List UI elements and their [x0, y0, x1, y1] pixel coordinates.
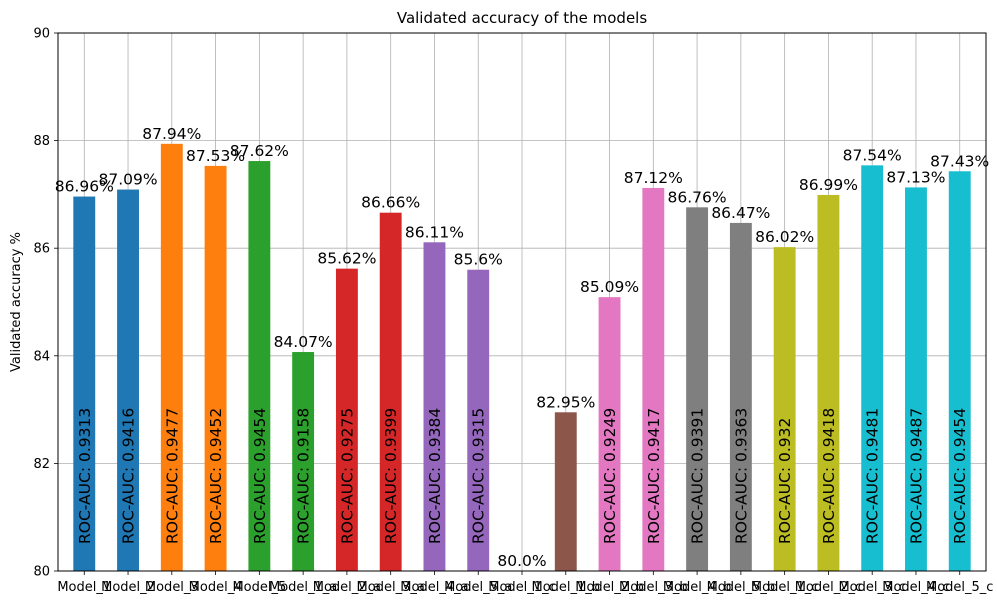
bar	[73, 196, 96, 571]
x-tick-label: Model_4_a	[400, 580, 468, 595]
bar-value-label: 87.94%	[142, 125, 201, 143]
y-axis-title: Validated accuracy %	[9, 232, 24, 372]
bar	[467, 269, 490, 571]
bar-value-label: 87.62%	[230, 142, 289, 160]
bar	[248, 161, 271, 571]
bar	[773, 247, 796, 571]
x-tick-label: Model_1_b	[531, 580, 600, 595]
bars	[73, 143, 971, 572]
x-tick-label: Model_4	[189, 580, 243, 595]
roc-auc-label: ROC-AUC: 0.9313	[76, 408, 94, 544]
bar-value-label: 85.62%	[317, 250, 376, 268]
bar	[861, 165, 884, 571]
roc-auc-label: ROC-AUC: 0.9416	[120, 408, 138, 544]
roc-auc-label: ROC-AUC: 0.9363	[732, 408, 750, 544]
y-tick-label: 88	[33, 134, 50, 149]
roc-auc-label: ROC-AUC: 0.9477	[163, 408, 181, 544]
bar-value-label: 82.95%	[536, 393, 595, 411]
roc-auc-label: ROC-AUC: 0.9418	[820, 408, 838, 544]
x-tick-label: Model_5_c	[926, 580, 993, 595]
bar	[554, 412, 577, 571]
bar	[642, 187, 665, 571]
bar-value-label: 86.99%	[799, 176, 858, 194]
bar-value-label: 87.13%	[886, 168, 945, 186]
gridlines	[58, 32, 986, 572]
x-tick-label: Model_2_c	[795, 580, 862, 595]
bar-value-label: 86.47%	[711, 204, 770, 222]
bar-value-label: 87.43%	[930, 152, 989, 170]
bar	[729, 222, 752, 571]
roc-auc-label: ROC-AUC: 0.9391	[689, 408, 707, 544]
bar	[948, 171, 971, 572]
roc-auc-label: ROC-AUC: 0.9481	[864, 408, 882, 544]
bar	[817, 194, 840, 572]
roc-auc-label: ROC-AUC: 0.9452	[207, 408, 225, 544]
data-labels: 86.96% ROC-AUC: 0.9313 87.09% ROC-AUC: 0.94…	[55, 125, 990, 570]
roc-auc-label: ROC-AUC: 0.9454	[251, 408, 269, 544]
x-tick-label: Model_3	[145, 580, 199, 595]
bar-value-label: 86.02%	[755, 228, 814, 246]
bar-value-label: 87.54%	[843, 146, 902, 164]
bar	[379, 212, 402, 571]
x-tick-label: Model_2_a	[313, 580, 381, 595]
x-tick-label: Model_3_a	[357, 580, 425, 595]
x-tick-label: Model_1	[57, 580, 111, 595]
x-axis: Model_1Model_2Model_3Model_4Model_5Model…	[57, 571, 993, 595]
bar	[423, 242, 446, 572]
bar	[598, 297, 621, 571]
bar-value-label: 84.07%	[274, 333, 333, 351]
bar	[292, 352, 315, 571]
x-tick-label: Model_5	[232, 580, 286, 595]
x-tick-label: Model_4_c	[882, 580, 949, 595]
bar-value-label: 80.0%	[497, 552, 546, 570]
y-axis: 80 82 84 86 88 90	[33, 27, 58, 580]
bar-value-label: 87.09%	[98, 171, 157, 189]
x-tick-label: Model_5_a	[444, 580, 512, 595]
bar-value-label: 86.96%	[55, 178, 114, 196]
x-tick-label: Model_2_b	[575, 580, 644, 595]
bar-value-label: 86.66%	[361, 194, 420, 212]
roc-auc-label: ROC-AUC: 0.9399	[382, 408, 400, 544]
roc-auc-label: ROC-AUC: 0.9487	[907, 408, 925, 544]
x-tick-label: Model_4_b	[663, 580, 732, 595]
bar	[160, 143, 183, 571]
bar	[117, 189, 139, 572]
roc-auc-label: ROC-AUC: 0.9275	[338, 408, 356, 544]
x-tick-label: Model_5_b	[707, 580, 776, 595]
roc-auc-label: ROC-AUC: 0.9417	[645, 408, 663, 544]
x-tick-label: Model_3_b	[619, 580, 688, 595]
roc-auc-label: ROC-AUC: 0.9315	[470, 408, 488, 544]
roc-auc-label: ROC-AUC: 0.9249	[601, 408, 619, 544]
bar-value-label: 86.11%	[405, 223, 464, 241]
bar-value-label: 86.76%	[668, 188, 727, 206]
x-tick-label: Model_3_c	[838, 580, 905, 595]
y-tick-label: 90	[33, 27, 50, 42]
x-tick-label: Model_2	[101, 580, 155, 595]
bar-value-label: 85.6%	[454, 251, 503, 269]
roc-auc-label: ROC-AUC: 0.932	[776, 418, 794, 544]
bar	[686, 207, 709, 571]
bar	[905, 187, 927, 571]
y-tick-label: 84	[33, 349, 50, 364]
y-tick-label: 80	[33, 565, 50, 580]
roc-auc-label: ROC-AUC: 0.9384	[426, 408, 444, 544]
y-tick-label: 86	[33, 242, 50, 257]
x-tick-label: Model_1_c	[751, 580, 818, 595]
x-tick-label: Model_1_c	[488, 580, 555, 595]
bar-value-label: 87.53%	[186, 147, 245, 165]
bar-value-label: 87.12%	[624, 169, 683, 187]
bar	[335, 268, 358, 571]
bar	[204, 165, 227, 572]
x-tick-label: Model_1_a	[269, 580, 337, 595]
roc-auc-label: ROC-AUC: 0.9158	[295, 408, 313, 544]
bar-value-label: 85.09%	[580, 278, 639, 296]
chart-title: Validated accuracy of the models	[397, 9, 647, 27]
roc-auc-label: ROC-AUC: 0.9454	[951, 408, 969, 544]
y-tick-label: 82	[33, 457, 50, 472]
